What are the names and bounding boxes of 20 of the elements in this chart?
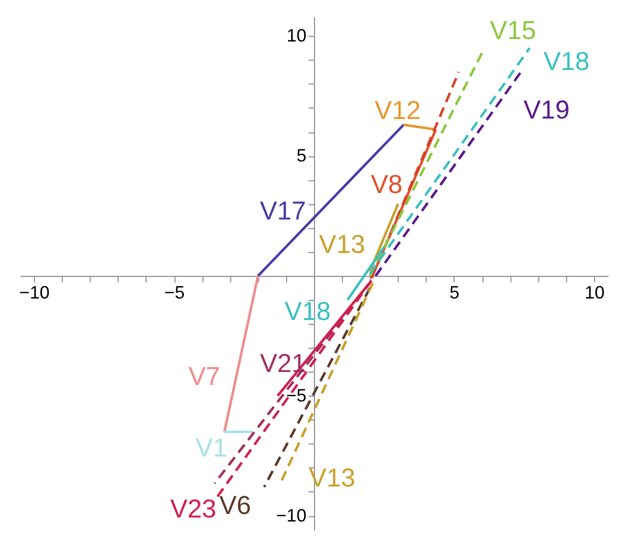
series-label: V17 xyxy=(260,197,306,226)
series-label: V8 xyxy=(370,170,403,199)
x-tick-label: 5 xyxy=(450,282,460,302)
x-tick-label: −5 xyxy=(164,282,185,302)
series-label: V21 xyxy=(260,350,306,378)
series-label: V23 xyxy=(170,496,216,524)
series-label: V13 xyxy=(319,231,366,260)
series-label: V18 xyxy=(543,48,590,76)
y-tick-label: 5 xyxy=(296,145,307,166)
series-label: V19 xyxy=(524,96,570,124)
series-label: V12 xyxy=(374,96,421,125)
series-label: V15 xyxy=(490,16,536,45)
series-label: V1 xyxy=(196,434,228,463)
series-label: V7 xyxy=(188,362,220,391)
y-tick-label: −5 xyxy=(286,385,307,406)
y-tick-label: 10 xyxy=(286,25,307,46)
x-tick-label: −10 xyxy=(19,282,50,302)
series-label: V6 xyxy=(219,492,252,520)
x-tick-label: 10 xyxy=(584,282,605,302)
y-tick-label: −10 xyxy=(276,505,307,526)
